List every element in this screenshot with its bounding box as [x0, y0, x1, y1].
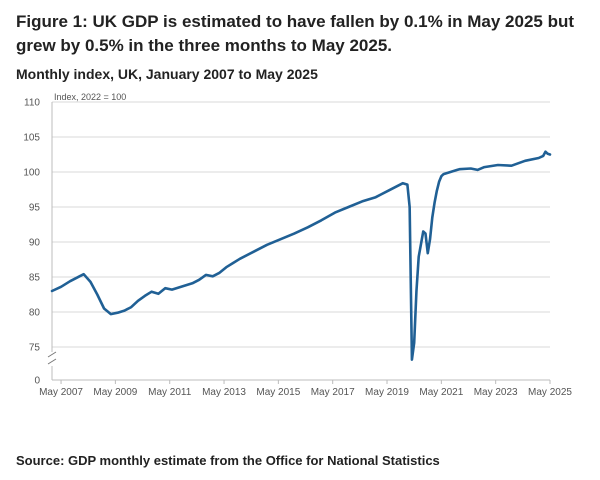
x-tick-label: May 2021 [419, 387, 463, 398]
x-tick-label: May 2007 [39, 387, 83, 398]
chart-title: Figure 1: UK GDP is estimated to have fa… [16, 12, 575, 55]
x-tick-label: May 2013 [202, 387, 246, 398]
x-tick-label: May 2011 [148, 387, 192, 398]
series [50, 150, 552, 361]
x-tick-label: May 2015 [256, 387, 300, 398]
y-tick-label: 80 [29, 308, 41, 319]
y-tick-labels: 0 75 80 85 90 95 100 105 110 [23, 98, 40, 387]
x-tick-label: May 2025 [528, 387, 572, 398]
x-tick-label: May 2017 [311, 387, 355, 398]
x-tick-label: May 2019 [365, 387, 409, 398]
gridlines [52, 101, 550, 348]
y-tick-label: 100 [23, 168, 40, 179]
x-tick-labels: May 2007 May 2009 May 2011 May 2013 May 2015… [39, 380, 572, 398]
axis-break-stroke [47, 351, 57, 358]
source-note: Source: GDP monthly estimate from the Of… [16, 453, 440, 468]
series-line-gdp [50, 150, 552, 361]
axis-break-marker [47, 351, 57, 365]
x-tick-label: May 2023 [474, 387, 518, 398]
y-tick-label: 85 [29, 273, 41, 284]
y-tick-label: 0 [34, 376, 40, 387]
y-tick-label: 90 [29, 238, 41, 249]
axes [51, 102, 550, 381]
axis-break-stroke [47, 358, 57, 365]
y-tick-label: 110 [24, 98, 40, 109]
x-tick-label: May 2009 [93, 387, 137, 398]
y-tick-label: 95 [29, 203, 41, 214]
chart-subtitle: Monthly index, UK, January 2007 to May 2… [16, 66, 318, 82]
y-tick-label: 75 [29, 343, 41, 354]
y-axis-unit-label: Index, 2022 = 100 [54, 92, 126, 102]
y-tick-label: 105 [23, 133, 40, 144]
